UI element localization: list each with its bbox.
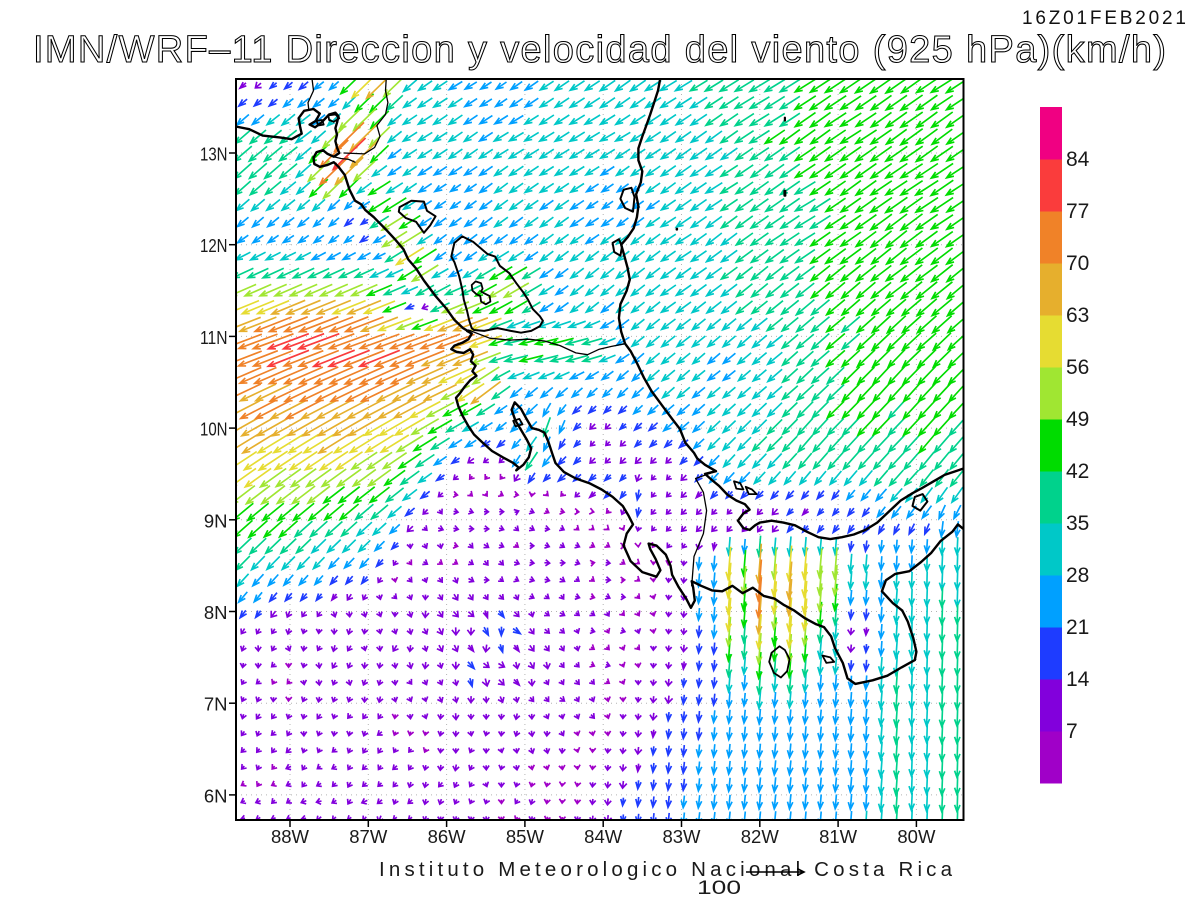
svg-text:21: 21 (1066, 616, 1089, 639)
svg-text:IMN/WRF–11 Direccion y velocid: IMN/WRF–11 Direccion y velocidad del vie… (33, 29, 1166, 71)
svg-text:14: 14 (1066, 668, 1090, 691)
svg-text:8N: 8N (204, 602, 228, 623)
svg-text:7N: 7N (204, 694, 228, 715)
svg-text:10N: 10N (200, 419, 228, 440)
svg-text:49: 49 (1066, 408, 1089, 431)
svg-text:56: 56 (1066, 356, 1089, 379)
svg-text:86W: 86W (428, 826, 467, 847)
svg-text:80W: 80W (897, 826, 936, 847)
svg-text:9N: 9N (204, 510, 228, 531)
svg-text:12N: 12N (200, 235, 228, 256)
svg-text:16Z01FEB2021: 16Z01FEB2021 (1022, 8, 1186, 29)
svg-text:28: 28 (1066, 564, 1089, 587)
svg-text:77: 77 (1066, 200, 1089, 223)
svg-text:100: 100 (697, 878, 741, 899)
svg-text:63: 63 (1066, 304, 1089, 327)
svg-text:87W: 87W (349, 826, 388, 847)
svg-text:35: 35 (1066, 512, 1089, 535)
svg-text:85W: 85W (506, 826, 545, 847)
svg-text:11N: 11N (200, 327, 228, 348)
svg-text:42: 42 (1066, 460, 1089, 483)
svg-text:84: 84 (1066, 148, 1090, 171)
svg-text:Instituto Meteorologico Nacion: Instituto Meteorologico Nacional Costa R… (379, 858, 953, 881)
svg-text:81W: 81W (819, 826, 858, 847)
svg-text:70: 70 (1066, 252, 1089, 275)
svg-text:84W: 84W (584, 826, 623, 847)
svg-text:88W: 88W (271, 826, 310, 847)
svg-text:13N: 13N (200, 144, 228, 165)
svg-text:83W: 83W (662, 826, 701, 847)
svg-text:82W: 82W (741, 826, 780, 847)
svg-text:7: 7 (1066, 720, 1078, 743)
svg-text:6N: 6N (204, 785, 228, 806)
